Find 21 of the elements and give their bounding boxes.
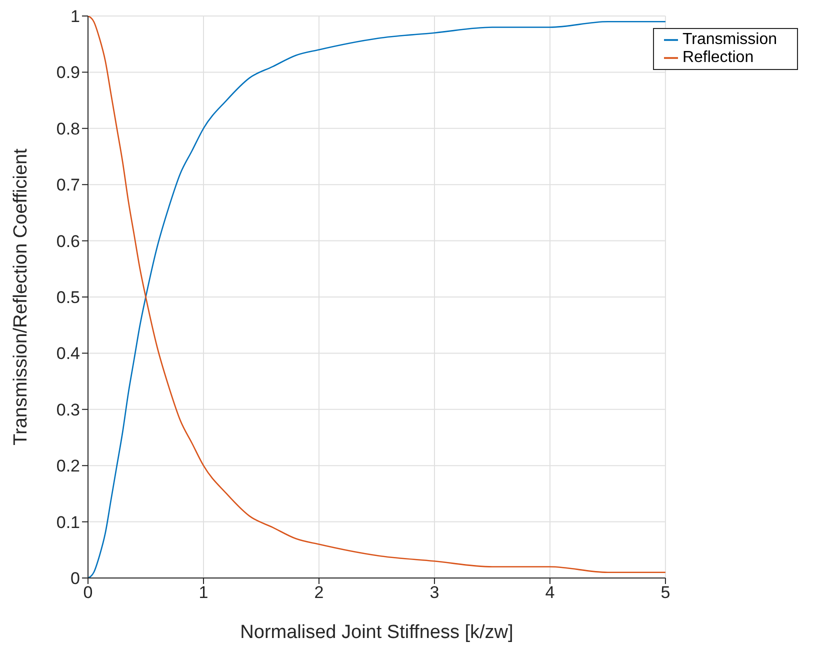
legend-label: Transmission	[682, 31, 777, 48]
y-tick-label: 0.4	[56, 344, 80, 364]
y-tick-label: 0.1	[56, 512, 80, 532]
y-tick-label: 0.5	[56, 288, 80, 308]
y-tick-label: 0.7	[56, 176, 80, 195]
x-tick-label: 5	[660, 583, 670, 602]
legend-label: Reflection	[682, 49, 754, 66]
x-tick-label: 1	[198, 583, 208, 602]
y-tick-label: 0	[70, 569, 80, 588]
x-tick-label: 2	[314, 583, 324, 602]
x-tick-label: 3	[430, 583, 440, 602]
x-tick-label: 0	[83, 583, 93, 602]
x-tick-label: 4	[545, 583, 555, 602]
y-tick-label: 1	[70, 7, 80, 26]
x-axis-title: Normalised Joint Stiffness [k/zw]	[240, 622, 514, 643]
y-tick-label: 0.8	[56, 119, 80, 138]
y-tick-label: 0.6	[56, 232, 80, 251]
y-tick-label: 0.2	[56, 456, 80, 476]
y-axis-title: Transmission/Reflection Coefficient	[10, 148, 32, 446]
y-tick-label: 0.9	[56, 63, 80, 82]
y-tick-label: 0.3	[56, 400, 80, 420]
